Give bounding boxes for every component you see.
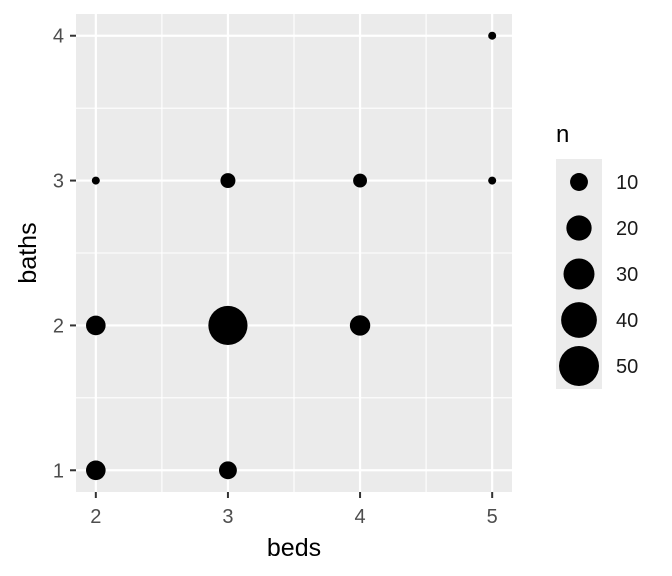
y-tick-label: 4 bbox=[53, 26, 64, 48]
y-tick-label: 3 bbox=[53, 171, 64, 193]
data-point bbox=[91, 176, 100, 185]
x-tick-label: 4 bbox=[354, 506, 365, 528]
legend-key-circle bbox=[563, 258, 595, 290]
legend-title: n bbox=[556, 121, 569, 148]
data-point bbox=[86, 460, 106, 481]
data-point bbox=[208, 305, 248, 346]
x-axis-title: beds bbox=[267, 534, 321, 562]
legend-label: 10 bbox=[616, 172, 638, 194]
legend-key-circle bbox=[566, 215, 592, 241]
x-axis: 2 3 4 5 bbox=[90, 492, 498, 528]
data-point bbox=[488, 176, 497, 185]
legend-key-circle bbox=[570, 173, 588, 191]
grid-major bbox=[76, 14, 512, 492]
legend: n 10 20 30 40 50 bbox=[556, 121, 638, 389]
data-point bbox=[353, 173, 367, 188]
y-axis: 1 2 3 4 bbox=[53, 26, 76, 482]
data-point bbox=[349, 315, 371, 336]
grid-minor bbox=[76, 14, 512, 492]
legend-label: 20 bbox=[616, 218, 638, 240]
data-point bbox=[220, 173, 236, 189]
legend-label: 30 bbox=[616, 264, 638, 286]
data-point bbox=[218, 461, 237, 480]
data-points bbox=[86, 31, 497, 481]
x-tick-label: 2 bbox=[90, 506, 101, 528]
data-point bbox=[488, 31, 497, 40]
x-tick-label: 3 bbox=[222, 506, 233, 528]
data-point bbox=[86, 315, 106, 336]
y-tick-label: 2 bbox=[53, 315, 64, 337]
legend-key-circle bbox=[561, 302, 597, 338]
legend-label: 50 bbox=[616, 356, 638, 378]
legend-key-circle bbox=[559, 346, 599, 386]
x-tick-label: 5 bbox=[487, 506, 498, 528]
y-axis-title: baths bbox=[14, 222, 42, 283]
legend-label: 40 bbox=[616, 310, 638, 332]
y-tick-label: 1 bbox=[53, 460, 64, 482]
